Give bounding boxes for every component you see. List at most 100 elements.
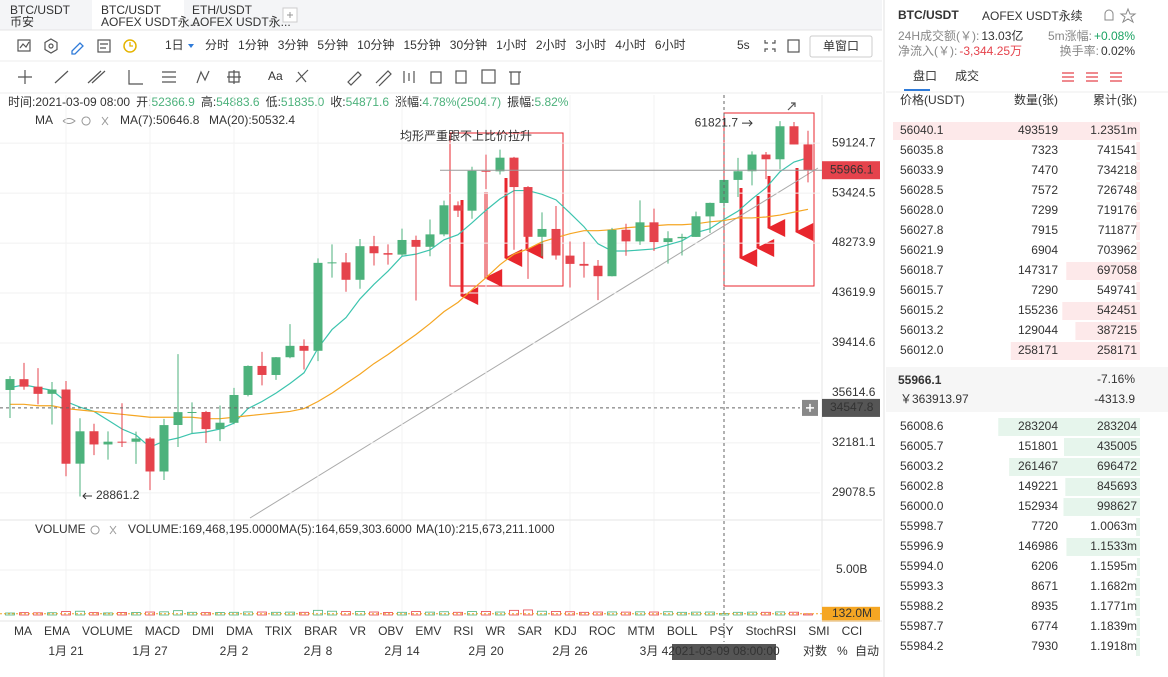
interval-option[interactable]: 分时 bbox=[205, 38, 229, 52]
book-header: 累计(张) bbox=[1093, 93, 1137, 107]
axis-option[interactable]: % bbox=[837, 644, 848, 658]
book-tab[interactable]: 盘口 bbox=[913, 68, 937, 83]
volume-icons bbox=[90, 525, 117, 535]
interval-option[interactable]: 3小时 bbox=[576, 38, 607, 52]
info-label: 收: bbox=[330, 95, 345, 109]
candle-body bbox=[299, 345, 309, 351]
info-value: 4.78%(2504.7) bbox=[422, 95, 501, 109]
interval-option[interactable]: 15分钟 bbox=[403, 37, 440, 52]
indicator-tab[interactable]: MACD bbox=[145, 624, 181, 638]
layout-icons[interactable] bbox=[1062, 72, 1122, 82]
indicator-tab[interactable]: VOLUME bbox=[82, 624, 133, 638]
candle-body bbox=[131, 438, 141, 442]
indicator-tab[interactable]: DMA bbox=[226, 624, 253, 638]
indicator-tab[interactable]: CCI bbox=[842, 624, 863, 638]
book-cumulative: 697058 bbox=[1097, 263, 1137, 277]
window-mode[interactable]: 单窗口 bbox=[823, 39, 859, 53]
volume-ma5: MA(5):164,659,303.6000 bbox=[279, 522, 412, 536]
indicator-tab[interactable]: RSI bbox=[453, 624, 473, 638]
interval-active[interactable]: 1日 bbox=[165, 38, 184, 52]
indicator-tab[interactable]: TRIX bbox=[265, 624, 292, 638]
depth-bar bbox=[1063, 498, 1140, 516]
book-header: 价格(USDT) bbox=[900, 92, 965, 107]
indicator-tab[interactable]: StochRSI bbox=[746, 624, 797, 638]
toolbar-icons[interactable] bbox=[17, 35, 873, 58]
indicator-tab[interactable]: OBV bbox=[378, 624, 403, 638]
candle-body bbox=[593, 265, 603, 277]
stat-label: 24H成交额(￥): bbox=[898, 28, 979, 43]
indicator-tab[interactable]: DMI bbox=[192, 624, 214, 638]
book-price: 56003.2 bbox=[900, 459, 944, 473]
volume-bar bbox=[509, 609, 519, 616]
indicator-tab[interactable]: MA bbox=[14, 624, 32, 638]
interval-option[interactable]: 4小时 bbox=[615, 38, 646, 52]
indicator-tab[interactable]: MTM bbox=[627, 624, 654, 638]
mid-change: -4313.9 bbox=[1094, 392, 1135, 406]
y-tick-label: 53424.5 bbox=[832, 185, 876, 199]
book-quantity: 7470 bbox=[1031, 163, 1058, 177]
stat-value: 0.02% bbox=[1101, 44, 1135, 58]
book-tab[interactable]: 成交 bbox=[955, 68, 979, 83]
info-label: 开: bbox=[136, 95, 151, 109]
indicator-tab[interactable]: SMI bbox=[808, 624, 829, 638]
indicator-tab[interactable]: SAR bbox=[517, 624, 542, 638]
drawing-tools[interactable] bbox=[18, 69, 521, 87]
indicator-tab[interactable]: EMA bbox=[44, 624, 70, 638]
header-icons[interactable] bbox=[1104, 7, 1137, 24]
candle-body bbox=[691, 216, 701, 237]
volume-title: VOLUME bbox=[35, 522, 86, 536]
depth-bar bbox=[1136, 558, 1140, 576]
axis-option[interactable]: 对数 bbox=[803, 643, 827, 658]
candle-body bbox=[117, 441, 127, 443]
indicator-tab[interactable]: EMV bbox=[415, 624, 441, 638]
book-subtitle: AOFEX USDT永续 bbox=[982, 9, 1083, 23]
candle-body bbox=[411, 239, 421, 247]
interval-option[interactable]: 6小时 bbox=[655, 38, 686, 52]
indicator-tab[interactable]: BOLL bbox=[667, 624, 698, 638]
interval-option[interactable]: 5分钟 bbox=[317, 37, 348, 52]
candle-body bbox=[103, 441, 113, 445]
indicator-tab[interactable]: ROC bbox=[589, 624, 616, 638]
text-tool[interactable]: Aa bbox=[268, 69, 283, 83]
stat-value: -3,344.25万 bbox=[959, 44, 1022, 58]
x-tick-label: 3月 4 bbox=[640, 644, 669, 658]
interval-option[interactable]: 10分钟 bbox=[357, 37, 394, 52]
interval-option[interactable]: 1分钟 bbox=[238, 37, 269, 52]
indicator-tab[interactable]: WR bbox=[485, 624, 505, 638]
depth-bar bbox=[1064, 438, 1140, 456]
candle-body bbox=[187, 411, 197, 413]
interval-option[interactable]: 2小时 bbox=[536, 38, 567, 52]
active-tab[interactable] bbox=[92, 0, 184, 30]
refresh-rate[interactable]: 5s bbox=[737, 38, 750, 52]
stat: 换手率: 0.02% bbox=[1060, 43, 1136, 58]
candle-body bbox=[145, 438, 155, 472]
info-label: 高: bbox=[201, 94, 216, 109]
stat: 净流入(￥): -3,344.25万 bbox=[898, 44, 1022, 58]
crosshair-price: 34547.8 bbox=[830, 400, 874, 414]
interval-option[interactable]: 3分钟 bbox=[278, 37, 309, 52]
tab-symbol[interactable]: BTC/USDT bbox=[101, 3, 162, 17]
indicator-tab[interactable]: BRAR bbox=[304, 624, 338, 638]
depth-bar bbox=[1066, 538, 1140, 556]
info-label: 振幅: bbox=[507, 94, 534, 109]
axis-option[interactable]: 自动 bbox=[855, 644, 879, 658]
chart-layer: 时间:2021-03-09 08:00 开:52366.9 高:54883.6 低:5… bbox=[0, 94, 882, 660]
book-quantity: 7290 bbox=[1031, 283, 1058, 297]
tab-symbol[interactable]: BTC/USDT bbox=[10, 3, 71, 17]
book-cumulative: 283204 bbox=[1097, 419, 1137, 433]
tab-symbol[interactable]: ETH/USDT bbox=[192, 3, 253, 17]
indicator-tab[interactable]: KDJ bbox=[554, 624, 577, 638]
candle-body bbox=[159, 425, 169, 472]
interval-option[interactable]: 1小时 bbox=[496, 38, 527, 52]
depth-bar bbox=[1136, 618, 1140, 636]
book-quantity: 8935 bbox=[1031, 599, 1058, 613]
interval-option[interactable]: 30分钟 bbox=[450, 37, 487, 52]
indicator-tab[interactable]: VR bbox=[349, 624, 366, 638]
x-tick-label: 1月 21 bbox=[48, 644, 84, 658]
volume-bar bbox=[173, 610, 183, 616]
indicator-tab[interactable]: PSY bbox=[710, 624, 734, 638]
info-label: 低: bbox=[266, 95, 281, 109]
book-quantity: 152934 bbox=[1018, 499, 1058, 513]
candle-body bbox=[481, 170, 491, 172]
